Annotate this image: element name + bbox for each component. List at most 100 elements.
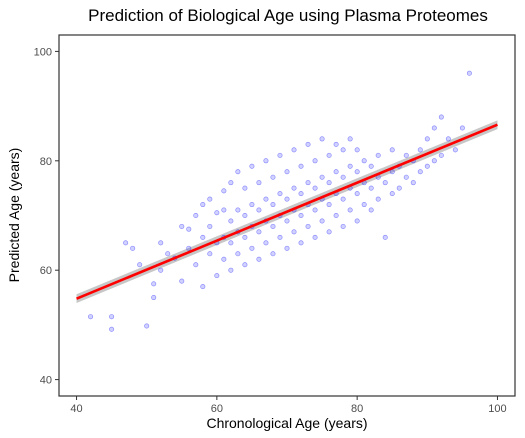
- data-point: [200, 202, 206, 208]
- data-point: [221, 256, 227, 262]
- data-point: [459, 125, 465, 131]
- data-point: [214, 210, 220, 216]
- data-point: [109, 314, 115, 320]
- data-point: [340, 147, 346, 153]
- data-point: [277, 152, 283, 158]
- data-point: [347, 163, 353, 169]
- data-point: [186, 226, 192, 232]
- points-layer: [88, 70, 472, 332]
- data-point: [214, 273, 220, 279]
- data-point: [326, 202, 332, 208]
- data-point: [431, 158, 437, 164]
- data-point: [319, 136, 325, 142]
- data-point: [333, 169, 339, 175]
- data-point: [424, 136, 430, 142]
- chart-title: Prediction of Biological Age using Plasm…: [88, 6, 488, 25]
- data-point: [368, 185, 374, 191]
- regression-line: [76, 123, 498, 300]
- data-point: [284, 245, 290, 251]
- data-point: [438, 152, 444, 158]
- data-point: [137, 262, 143, 268]
- data-point: [389, 191, 395, 197]
- data-point: [354, 191, 360, 197]
- data-point: [305, 223, 311, 229]
- data-point: [347, 207, 353, 213]
- y-tick-label: 40: [40, 375, 52, 387]
- data-point: [256, 180, 262, 186]
- data-point: [270, 223, 276, 229]
- data-point: [403, 152, 409, 158]
- data-point: [368, 163, 374, 169]
- data-point: [340, 196, 346, 202]
- data-point: [333, 141, 339, 147]
- data-point: [221, 188, 227, 194]
- data-point: [179, 278, 185, 284]
- data-point: [375, 196, 381, 202]
- data-point: [200, 284, 206, 290]
- data-point: [270, 202, 276, 208]
- plot-panel: [58, 34, 516, 397]
- x-tick-label: 60: [211, 403, 223, 415]
- data-point: [249, 202, 255, 208]
- data-point: [277, 191, 283, 197]
- data-point: [326, 180, 332, 186]
- x-tick-label: 40: [70, 403, 82, 415]
- data-point: [298, 240, 304, 246]
- data-point: [200, 234, 206, 240]
- x-tick-label: 80: [351, 403, 363, 415]
- data-point: [284, 169, 290, 175]
- data-point: [347, 136, 353, 142]
- data-point: [207, 223, 213, 229]
- data-point: [123, 240, 129, 246]
- data-point: [319, 174, 325, 180]
- data-point: [130, 245, 136, 251]
- data-point: [361, 158, 367, 164]
- data-point: [165, 251, 171, 257]
- data-point: [179, 223, 185, 229]
- data-point: [340, 174, 346, 180]
- data-point: [207, 196, 213, 202]
- data-point: [207, 251, 213, 257]
- data-point: [228, 218, 234, 224]
- data-point: [228, 180, 234, 186]
- data-point: [151, 281, 157, 287]
- data-point: [291, 229, 297, 235]
- data-point: [319, 218, 325, 224]
- data-point: [270, 174, 276, 180]
- data-point: [312, 234, 318, 240]
- data-point: [389, 147, 395, 153]
- y-axis-label: Predicted Age (years): [6, 148, 22, 283]
- data-point: [277, 234, 283, 240]
- data-point: [354, 169, 360, 175]
- data-point: [312, 158, 318, 164]
- data-point: [249, 245, 255, 251]
- data-point: [158, 267, 164, 273]
- data-point: [235, 169, 241, 175]
- data-point: [235, 251, 241, 257]
- y-tick-label: 60: [40, 265, 52, 277]
- data-point: [340, 223, 346, 229]
- x-axis-label: Chronological Age (years): [206, 415, 367, 431]
- data-point: [417, 169, 423, 175]
- data-point: [193, 213, 199, 219]
- data-point: [410, 180, 416, 186]
- data-point: [242, 262, 248, 268]
- data-point: [333, 213, 339, 219]
- data-point: [305, 141, 311, 147]
- data-point: [452, 147, 458, 153]
- data-point: [354, 147, 360, 153]
- data-point: [382, 234, 388, 240]
- data-point: [396, 185, 402, 191]
- data-point: [151, 295, 157, 301]
- data-point: [88, 314, 94, 320]
- data-point: [298, 163, 304, 169]
- data-point: [158, 240, 164, 246]
- data-point: [144, 323, 150, 329]
- data-point: [375, 152, 381, 158]
- data-point: [249, 163, 255, 169]
- data-point: [263, 158, 269, 164]
- data-point: [228, 240, 234, 246]
- data-point: [263, 196, 269, 202]
